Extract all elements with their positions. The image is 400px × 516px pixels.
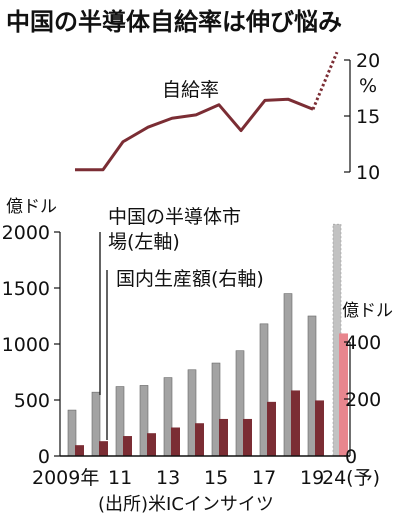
line-series (75, 97, 314, 172)
right-axis-tick-label: 200 (345, 389, 381, 411)
bar-production-forecast (339, 333, 348, 456)
left-axis-tick-label: 0 (38, 446, 50, 468)
bar-production (123, 436, 132, 456)
line-axis-tick-label: 15 (356, 106, 380, 128)
legend-market-text: 中国の半導体市場(左軸) (108, 206, 242, 253)
legend-production: 国内生産額(右軸) (116, 268, 264, 290)
bar-production (171, 427, 180, 456)
bar-market (187, 369, 197, 457)
source-note: (出所)米ICインサイツ (98, 494, 274, 515)
right-axis-tick-label: 0 (345, 446, 357, 468)
bar-market (259, 323, 269, 457)
bar-production (75, 445, 84, 456)
line-axis-tick-label: 20 (356, 50, 380, 72)
bar-production (291, 390, 300, 456)
line-series-label: 自給率 (162, 79, 220, 101)
left-axis-tick-label: 500 (14, 390, 50, 412)
left-axis-tick-label: 1500 (2, 278, 50, 300)
x-tick-label: 2009年 (32, 467, 99, 489)
bar-production (219, 418, 228, 456)
x-tick-label: 19 (300, 467, 324, 489)
x-tick-label: 13 (156, 467, 180, 489)
bar-market (67, 409, 77, 457)
bar-production (99, 441, 108, 456)
bar-market (91, 391, 101, 457)
x-tick-label: 15 (204, 467, 228, 489)
line-group (74, 51, 339, 172)
bar-market (283, 293, 293, 457)
bar-market (139, 385, 149, 457)
bar-production (315, 400, 324, 456)
line-series-forecast (311, 51, 339, 110)
bar-production (195, 423, 204, 456)
x-tick-label: 24(予) (322, 467, 380, 489)
bar-group (67, 223, 348, 457)
x-tick-label: 11 (108, 467, 132, 489)
bar-production (147, 433, 156, 456)
bar-market (307, 315, 317, 457)
bar-market (211, 362, 221, 457)
bar-production (267, 401, 276, 456)
right-axis-tick-label: 400 (345, 332, 381, 354)
line-unit-label: % (359, 75, 378, 97)
bar-market (235, 350, 245, 457)
bar-market (115, 386, 125, 457)
bar-market (163, 377, 173, 457)
left-axis-unit: 億ドル (6, 197, 57, 217)
chart-title: 中国の半導体自給率は伸び悩み (6, 8, 342, 36)
bar-market-forecast (332, 223, 342, 457)
left-axis-tick-label: 1000 (2, 334, 50, 356)
x-tick-label: 17 (252, 467, 276, 489)
line-axis-tick-label: 10 (356, 162, 380, 184)
bar-production (243, 418, 252, 456)
right-axis-unit: 億ドル (342, 301, 393, 321)
legend-market: 中国の半導体市場(左軸) (108, 205, 268, 255)
left-axis-tick-label: 2000 (2, 222, 50, 244)
